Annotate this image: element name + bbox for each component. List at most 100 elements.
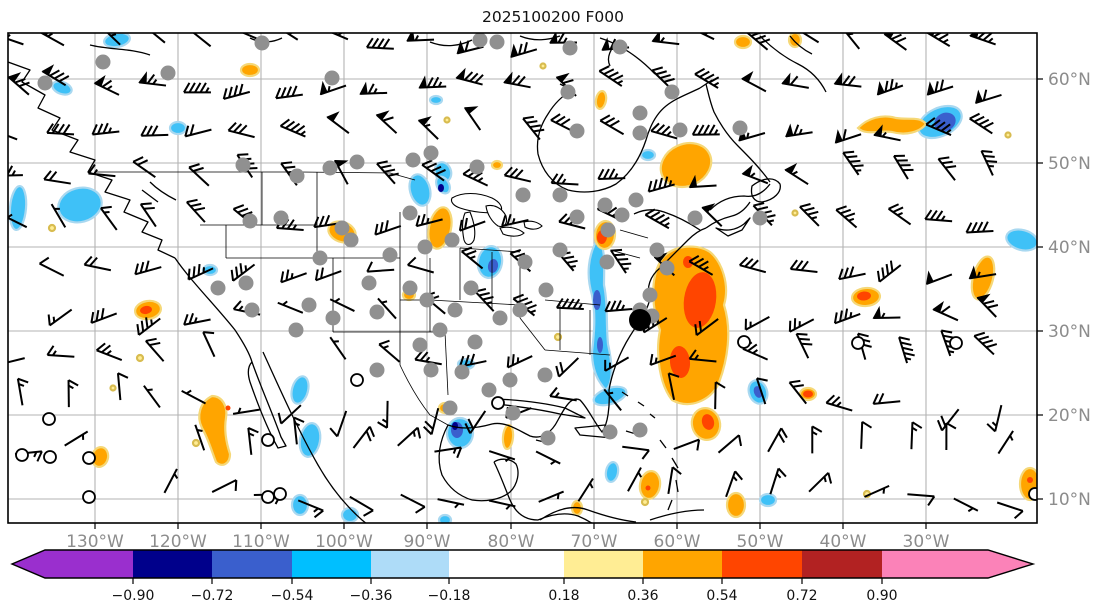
colorbar-tick-label: −0.36 [350, 588, 393, 604]
wind-barb [651, 33, 680, 46]
station-dot [628, 192, 644, 208]
wind-barb [222, 83, 251, 100]
wind-barb [925, 117, 952, 136]
shaded-region-orange [490, 159, 504, 171]
calm-station-circle [851, 336, 865, 350]
shaded-region-orange [501, 423, 515, 451]
station-dot [687, 210, 703, 226]
wind-barb [926, 79, 954, 96]
station-dot [672, 122, 688, 138]
wind-barb [898, 336, 915, 364]
wind-barb [50, 203, 67, 228]
station-dot [343, 232, 359, 248]
shaded-region-orange [725, 491, 747, 519]
wind-barb [835, 205, 858, 229]
station-dot [560, 84, 576, 100]
station-dot [160, 65, 176, 81]
station-dot [402, 280, 418, 296]
wind-barb [503, 166, 532, 183]
wind-barb [275, 85, 303, 100]
lon-label: 50°W [737, 532, 784, 552]
wind-barb [599, 114, 625, 136]
wind-barb [326, 111, 350, 135]
colorbar-right-arrow [988, 550, 1033, 578]
shaded-region-yellow [47, 223, 57, 233]
calm-station-circle [82, 451, 96, 465]
lat-label: 20°N [1048, 406, 1091, 426]
wind-barb [106, 33, 121, 46]
shaded-region-ored [701, 414, 715, 430]
wind-barb [872, 305, 901, 320]
lon-label: 70°W [571, 532, 618, 552]
wind-barb [192, 33, 212, 48]
coastline [247, 361, 287, 449]
wind-barb [739, 256, 767, 274]
wind-barb [741, 71, 767, 93]
station-dot [324, 70, 340, 86]
wind-barb [767, 427, 788, 453]
station-dot [649, 242, 665, 258]
station-dot [469, 159, 485, 175]
coastline [715, 217, 751, 237]
colorbar-segment [643, 550, 722, 578]
station-dot [412, 337, 428, 353]
wind-barb [437, 498, 465, 509]
wind-barb [872, 392, 901, 405]
wind-barb [95, 342, 123, 362]
state-border [399, 332, 449, 426]
shaded-region-yellow [539, 62, 547, 70]
wind-barb [407, 256, 435, 274]
wind-barb [506, 354, 533, 369]
shaded-region-ored [140, 305, 152, 315]
colorbar-tick-label: −0.72 [191, 588, 234, 604]
station-dot [612, 39, 628, 55]
wind-barb [230, 263, 256, 282]
wind-barb [522, 115, 545, 141]
shaded-region-blue [290, 375, 310, 405]
wind-barb [876, 260, 902, 283]
shaded-region-blue [408, 173, 432, 207]
state-border [544, 349, 611, 356]
wind-barb [744, 315, 770, 331]
wind-barb [421, 159, 446, 182]
wind-barb [555, 297, 584, 311]
shaded-region-blue [1005, 228, 1037, 252]
wind-barb [184, 124, 212, 138]
wind-barb [241, 33, 260, 41]
station-dot [463, 280, 479, 296]
wind-barb [277, 404, 302, 425]
shaded-region-ored [857, 291, 871, 301]
plot-title: 2025100200 F000 [481, 8, 625, 26]
coastline [493, 461, 539, 521]
wind-barb [910, 421, 923, 450]
coastline [537, 513, 593, 523]
coastline [536, 87, 701, 193]
wind-barb [456, 40, 484, 55]
wind-barb [937, 156, 957, 181]
colorbar-segment [882, 550, 988, 578]
shaded-region-blue [758, 492, 778, 508]
station-dot [402, 205, 418, 221]
station-dot [95, 54, 111, 70]
wind-barb [434, 446, 463, 459]
station-dot [599, 254, 615, 270]
wind-barb [924, 209, 953, 223]
shaded-region-navy [452, 422, 458, 430]
coastline [709, 183, 771, 211]
calm-station-circle [737, 335, 751, 349]
shaded-region-blue [8, 184, 28, 232]
station-dot [614, 207, 630, 223]
wind-barb [610, 248, 632, 274]
shaded-region-yellow [791, 209, 799, 217]
station-dot [732, 120, 748, 136]
shaded-region-blue [428, 94, 444, 106]
wind-barb [414, 350, 442, 366]
calm-station-circle [261, 433, 275, 447]
wind-barb [488, 450, 516, 463]
wind-barb [597, 168, 626, 180]
wind-barb [194, 424, 206, 451]
station-dot [369, 362, 385, 378]
wind-barb [714, 381, 726, 410]
wind-barb [769, 467, 787, 495]
shaded-region-ored [225, 405, 231, 411]
